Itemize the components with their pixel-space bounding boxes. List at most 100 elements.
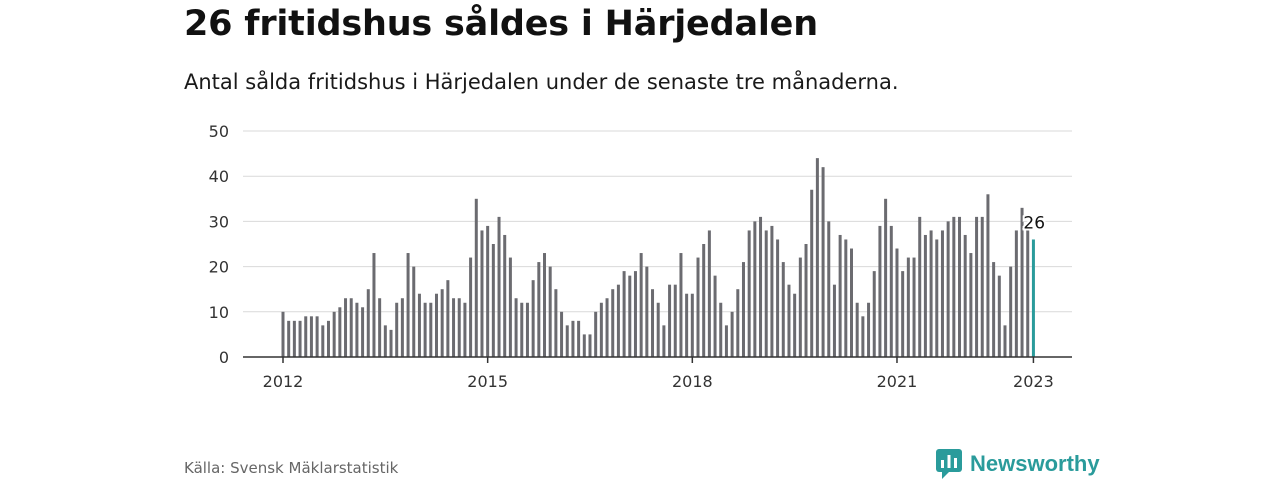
bar [292, 320, 296, 357]
bar [389, 329, 393, 357]
bar [480, 230, 484, 357]
bar [776, 239, 780, 357]
bar [719, 302, 723, 357]
bar [304, 316, 308, 357]
bar-chart: 0 10 20 30 40 50 26 2012 2015 2018 2021 2023 [209, 122, 1072, 391]
bar [560, 311, 564, 357]
bar [622, 271, 626, 357]
bar [838, 234, 842, 357]
bar [1014, 230, 1018, 357]
bar [963, 234, 967, 357]
bar [707, 230, 711, 357]
bar [315, 316, 319, 357]
bar [440, 289, 444, 357]
bar [935, 239, 939, 357]
bar [400, 298, 404, 357]
bar [599, 302, 603, 357]
bar [929, 230, 933, 357]
highlight-value-label: 26 [1023, 213, 1045, 233]
bar [531, 280, 535, 357]
bar [940, 230, 944, 357]
bar [349, 298, 353, 357]
bar [361, 307, 365, 357]
bar [423, 302, 427, 357]
bar [810, 189, 814, 357]
bar [685, 293, 689, 357]
bar [417, 293, 421, 357]
bar [1026, 230, 1030, 357]
bar [764, 230, 768, 357]
chart-title: 26 fritidshus såldes i Härjedalen [184, 4, 818, 44]
bar [679, 253, 683, 357]
bar [605, 298, 609, 357]
bar [406, 253, 410, 357]
bar [724, 325, 728, 357]
bar [832, 284, 836, 357]
bar [497, 216, 501, 357]
bar [889, 225, 893, 357]
bar [565, 325, 569, 357]
bar [298, 320, 302, 357]
bar [321, 325, 325, 357]
bar [855, 302, 859, 357]
bar [969, 253, 973, 357]
bar [861, 316, 865, 357]
bar [844, 239, 848, 357]
bar [520, 302, 524, 357]
bar [383, 325, 387, 357]
bar [616, 284, 620, 357]
bar [713, 275, 717, 357]
x-tick-label: 2023 [1013, 372, 1054, 391]
bar [344, 298, 348, 357]
bar [508, 257, 512, 357]
x-tick-label: 2015 [467, 372, 508, 391]
bar [332, 311, 336, 357]
bar [338, 307, 342, 357]
bar [514, 298, 518, 357]
bar [821, 167, 825, 357]
bar [696, 257, 700, 357]
y-tick-label: 40 [209, 167, 229, 186]
newsworthy-brand[interactable]: Newsworthy [936, 448, 1100, 480]
bar [1020, 207, 1024, 357]
bar [804, 244, 808, 357]
y-tick-label: 50 [209, 122, 229, 141]
bar [906, 257, 910, 357]
bar [815, 158, 819, 357]
bar [594, 311, 598, 357]
bar [793, 293, 797, 357]
bar [355, 302, 359, 357]
bar [673, 284, 677, 357]
bar [867, 302, 871, 357]
bar [582, 334, 586, 357]
bar [798, 257, 802, 357]
bar [787, 284, 791, 357]
bar [690, 293, 694, 357]
bar [952, 216, 956, 357]
bar [770, 225, 774, 357]
bar [287, 320, 291, 357]
x-tick-label: 2018 [672, 372, 713, 391]
bar [378, 298, 382, 357]
bar [736, 289, 740, 357]
bar [543, 253, 547, 357]
bar [548, 266, 552, 357]
bar [992, 262, 996, 357]
bar-highlight [1031, 239, 1035, 357]
bar [446, 280, 450, 357]
bar [577, 320, 581, 357]
y-tick-label: 10 [209, 303, 229, 322]
bar [412, 266, 416, 357]
newsworthy-logo-icon [936, 449, 962, 479]
bar [730, 311, 734, 357]
bar [611, 289, 615, 357]
bar [463, 302, 467, 357]
bar [747, 230, 751, 357]
bar [781, 262, 785, 357]
brand-name: Newsworthy [970, 451, 1100, 476]
bar [434, 293, 438, 357]
x-tick-label: 2021 [877, 372, 918, 391]
bar [884, 198, 888, 357]
bar [753, 221, 757, 357]
bar [525, 302, 529, 357]
